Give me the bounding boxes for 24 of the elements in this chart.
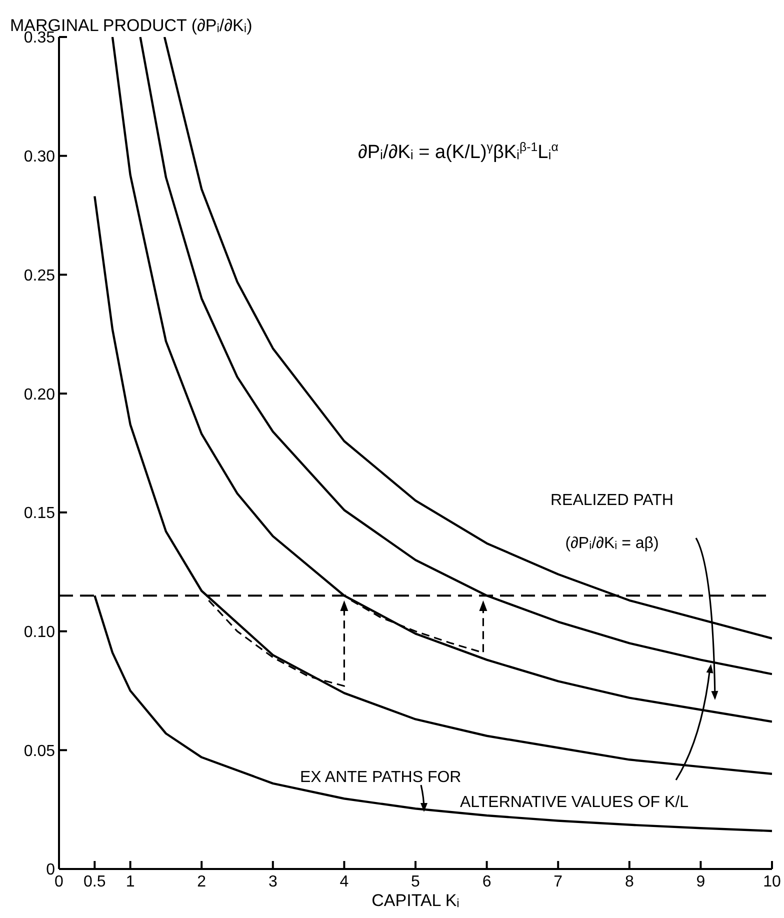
- x-tick-label: 3: [268, 873, 278, 890]
- x-tick-label: 5: [411, 873, 420, 890]
- x-tick-label: 0.5: [84, 873, 106, 890]
- x-tick-label: 6: [482, 873, 492, 890]
- y-tick-label: 0.15: [24, 505, 56, 522]
- x-tick-label: 7: [554, 873, 563, 890]
- annotation: ∂Pᵢ/∂Kᵢ = a(K/L)$^{γ}$βKᵢ$^{β-1}$Lᵢ$^{α}$: [358, 140, 558, 163]
- x-tick-label: 8: [624, 873, 634, 890]
- annotation: (∂Pᵢ/∂Kᵢ = aβ): [565, 535, 659, 552]
- x-tick-label: 1: [126, 873, 135, 890]
- annotation: EX ANTE PATHS FOR: [300, 769, 462, 786]
- y-tick-label: 0.25: [24, 267, 56, 284]
- x-tick-label: 9: [696, 873, 706, 890]
- y-tick-label: 0.05: [24, 742, 56, 760]
- x-tick-label: 4: [340, 873, 349, 890]
- y-tick-label: 0.10: [24, 624, 56, 641]
- y-tick-label: 0.30: [24, 148, 56, 166]
- y-tick-label: 0.20: [24, 386, 56, 404]
- x-tick-label: 2: [197, 873, 206, 890]
- y-tick-label: 0: [46, 862, 56, 879]
- x-tick-label: 10: [763, 873, 781, 890]
- x-axis-title: CAPITAL Kᵢ: [372, 891, 460, 910]
- annotation: ALTERNATIVE VALUES OF K/L: [460, 794, 689, 811]
- annotation: REALIZED PATH: [550, 492, 674, 509]
